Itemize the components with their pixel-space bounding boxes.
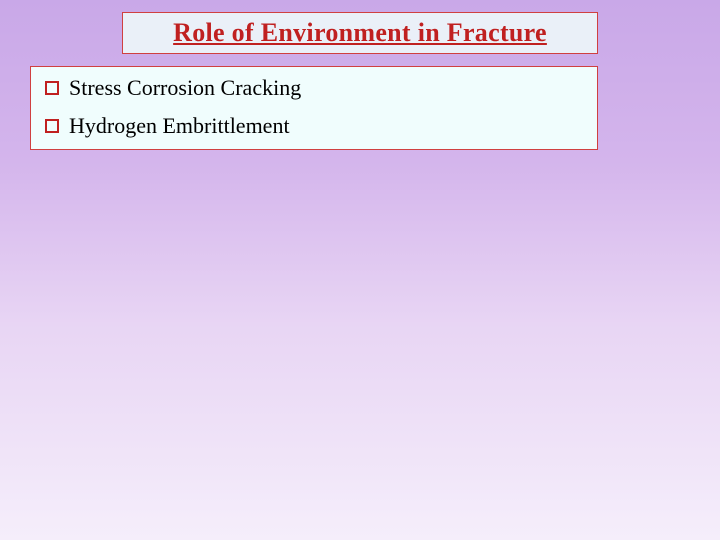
list-item-text: Hydrogen Embrittlement: [69, 113, 290, 139]
list-item-text: Stress Corrosion Cracking: [69, 75, 301, 101]
list-item: Hydrogen Embrittlement: [45, 113, 583, 139]
square-bullet-icon: [45, 81, 59, 95]
square-bullet-icon: [45, 119, 59, 133]
title-box: Role of Environment in Fracture: [122, 12, 598, 54]
slide-title: Role of Environment in Fracture: [173, 18, 547, 48]
list-box: Stress Corrosion Cracking Hydrogen Embri…: [30, 66, 598, 150]
list-item: Stress Corrosion Cracking: [45, 75, 583, 101]
